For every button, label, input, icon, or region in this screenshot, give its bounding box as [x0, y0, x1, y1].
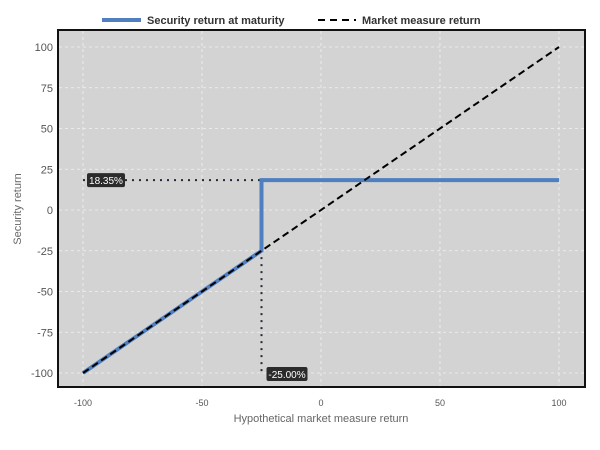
x-tick-label: 100	[551, 398, 566, 408]
legend-label-market: Market measure return	[362, 15, 481, 27]
annotation-cap-label: 18.35%	[87, 173, 125, 188]
y-tick-label: 75	[41, 83, 53, 95]
series-lines	[81, 46, 560, 375]
x-tick-label: -50	[195, 398, 208, 408]
annotation-cap-box	[87, 173, 125, 188]
annotation-threshold-box	[266, 367, 308, 381]
annotation-threshold-label: -25.00%	[266, 367, 308, 381]
annotations: 18.35% -25.00%	[87, 173, 308, 381]
y-tick-labels: -100 -75 -50 -25 0 25 50 75 100	[31, 42, 53, 380]
x-tick-label: -100	[74, 398, 92, 408]
y-tick-label: -100	[31, 368, 53, 380]
x-tick-label: 50	[435, 398, 445, 408]
x-tick-labels: -100 -50 0 50 100	[74, 398, 567, 408]
y-tick-label: -75	[37, 327, 53, 339]
annotation-cap-text: 18.35%	[89, 176, 123, 187]
series-line-security-return	[81, 178, 559, 375]
y-tick-label: 100	[35, 42, 53, 54]
y-tick-label: 0	[47, 205, 53, 217]
y-tick-label: 50	[41, 124, 53, 136]
series-line-market-return	[82, 46, 560, 374]
annotation-threshold-text: -25.00%	[268, 370, 305, 381]
y-tick-label: -25	[37, 246, 53, 258]
x-axis-label: Hypothetical market measure return	[234, 413, 409, 425]
y-tick-label: -50	[37, 287, 53, 299]
x-tick-label: 0	[318, 398, 323, 408]
legend: Security return at maturity Market measu…	[102, 15, 481, 27]
y-axis-label: Security return	[12, 173, 24, 245]
grid	[59, 31, 584, 386]
legend-label-security: Security return at maturity	[147, 15, 285, 27]
y-tick-label: 25	[41, 164, 53, 176]
